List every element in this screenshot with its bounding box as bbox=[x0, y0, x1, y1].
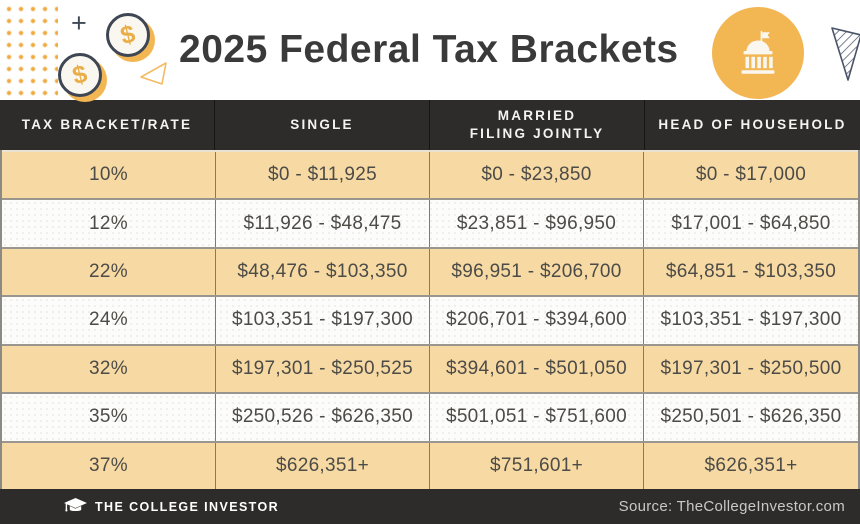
dollar-symbol: $ bbox=[117, 19, 139, 50]
cell-rate: 10% bbox=[2, 152, 216, 199]
footer: THE COLLEGE INVESTOR Source: TheCollegeI… bbox=[0, 489, 860, 524]
plus-icon: + bbox=[71, 8, 87, 38]
table-row-37-percent: 37% $626,351+ $751,601+ $626,351+ bbox=[2, 440, 858, 489]
column-header-head-of-household: HEAD OF HOUSEHOLD bbox=[658, 117, 847, 133]
brand-logo: THE COLLEGE INVESTOR bbox=[64, 498, 279, 515]
table-row-10-percent: 10% $0 - $11,925 $0 - $23,850 $0 - $17,0… bbox=[2, 150, 858, 199]
cell-single: $0 - $11,925 bbox=[216, 152, 430, 199]
cell-married-filing-jointly: $501,051 - $751,600 bbox=[430, 394, 644, 441]
cell-head-of-household: $197,301 - $250,500 bbox=[660, 357, 842, 379]
cell-head-of-household: $17,001 - $64,850 bbox=[671, 212, 831, 234]
table-body: 10% $0 - $11,925 $0 - $23,850 $0 - $17,0… bbox=[0, 150, 860, 489]
cell-rate: 35% bbox=[2, 394, 216, 441]
capitol-badge bbox=[712, 7, 804, 99]
dollar-coin-icon: $ bbox=[58, 53, 102, 97]
cell-married-filing-jointly: $96,951 - $206,700 bbox=[430, 248, 644, 296]
cell-single: $250,526 - $626,350 bbox=[216, 394, 430, 441]
cell-head-of-household: $64,851 - $103,350 bbox=[665, 261, 837, 283]
cell-single: $11,926 - $48,475 bbox=[216, 200, 430, 247]
cell-rate: 37% bbox=[2, 442, 216, 489]
column-header-married-filing-jointly: MARRIED FILING JOINTLY bbox=[430, 100, 645, 150]
hatched-triangle-decoration bbox=[831, 27, 860, 81]
cell-head-of-household: $250,501 - $626,350 bbox=[660, 406, 842, 428]
cell-single: $197,301 - $250,525 bbox=[216, 345, 430, 393]
column-header-tax-bracket-rate: TAX BRACKET/RATE bbox=[0, 100, 215, 150]
column-header-single: SINGLE bbox=[215, 100, 430, 150]
header: + $ $ 2025 Federal Tax Brackets bbox=[0, 0, 860, 100]
cell-rate: 22% bbox=[2, 248, 216, 296]
table-row-35-percent: 35% $250,526 - $626,350 $501,051 - $751,… bbox=[2, 392, 858, 441]
dot-grid-decoration bbox=[0, 0, 58, 100]
table-row-12-percent: 12% $11,926 - $48,475 $23,851 - $96,950 … bbox=[2, 198, 858, 247]
cell-married-filing-jointly: $751,601+ bbox=[430, 442, 644, 489]
table-header-row: TAX BRACKET/RATE SINGLE MARRIED FILING J… bbox=[0, 100, 860, 150]
brand-name: THE COLLEGE INVESTOR bbox=[95, 499, 280, 514]
page-title: 2025 Federal Tax Brackets bbox=[179, 28, 679, 71]
cell-single: $103,351 - $197,300 bbox=[216, 297, 430, 344]
cell-head-of-household: $0 - $17,000 bbox=[695, 164, 807, 186]
cell-married-filing-jointly: $0 - $23,850 bbox=[430, 152, 644, 199]
table-row-24-percent: 24% $103,351 - $197,300 $206,701 - $394,… bbox=[2, 295, 858, 344]
cell-married-filing-jointly: $394,601 - $501,050 bbox=[430, 345, 644, 393]
triangle-outline-icon bbox=[140, 62, 167, 85]
table-row-22-percent: 22% $48,476 - $103,350 $96,951 - $206,70… bbox=[2, 246, 858, 296]
cell-head-of-household: $626,351+ bbox=[704, 454, 798, 476]
dollar-coin-icon: $ bbox=[106, 13, 150, 57]
table-row-32-percent: 32% $197,301 - $250,525 $394,601 - $501,… bbox=[2, 343, 858, 393]
dollar-symbol: $ bbox=[69, 59, 91, 90]
cell-head-of-household: $103,351 - $197,300 bbox=[660, 309, 842, 331]
cell-married-filing-jointly: $23,851 - $96,950 bbox=[430, 200, 644, 247]
cell-married-filing-jointly: $206,701 - $394,600 bbox=[430, 297, 644, 344]
source-credit: Source: TheCollegeInvestor.com bbox=[618, 498, 845, 515]
capitol-building-icon bbox=[741, 31, 775, 74]
cell-rate: 12% bbox=[2, 200, 216, 247]
cell-rate: 24% bbox=[2, 297, 216, 344]
cell-single: $626,351+ bbox=[216, 442, 430, 489]
cell-rate: 32% bbox=[2, 345, 216, 393]
cell-single: $48,476 - $103,350 bbox=[216, 248, 430, 296]
graduation-cap-icon bbox=[64, 498, 87, 512]
